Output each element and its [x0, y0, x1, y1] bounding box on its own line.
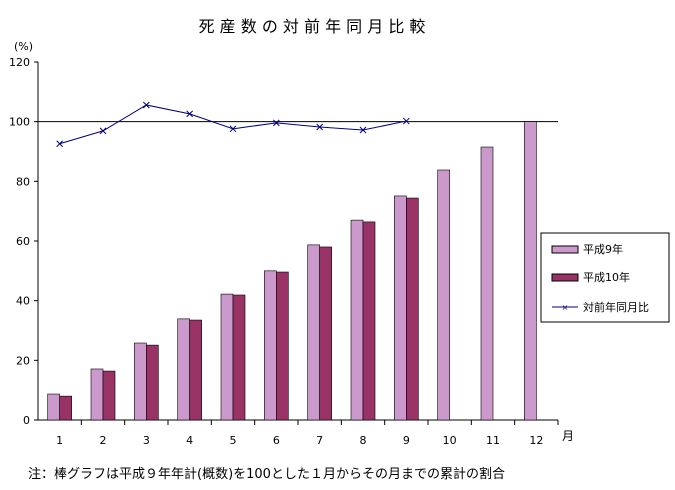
bar-h9 [220, 293, 234, 421]
bar-h9 [134, 342, 147, 421]
y-axis-label: (%) [14, 40, 33, 53]
x-tick-label: 9 [403, 434, 410, 447]
line-marker [56, 140, 64, 148]
bar-h10 [276, 271, 289, 421]
y-tick-label: 80 [16, 175, 30, 188]
bar-h10 [406, 197, 419, 421]
x-tick-label: 4 [186, 434, 193, 447]
x-tick-label: 7 [316, 434, 323, 447]
line-marker [272, 119, 280, 127]
legend-label-h9: 平成9年 [583, 242, 623, 256]
line-marker [229, 125, 237, 133]
bar-h9 [90, 368, 104, 421]
x-tick-label: 8 [360, 434, 367, 447]
bar-h10 [189, 319, 202, 421]
line-marker [99, 127, 107, 135]
x-tick-label: 2 [100, 434, 107, 447]
bar-h9 [264, 270, 277, 421]
x-tick-label: 1 [56, 434, 63, 447]
bar-h10 [232, 294, 246, 421]
bar-h9 [480, 146, 494, 421]
x-tick-label: 12 [529, 434, 543, 447]
x-tick-label: 11 [486, 434, 500, 447]
y-tick-label: 40 [16, 295, 30, 308]
bar-h9 [177, 318, 190, 421]
x-tick-label: 6 [273, 434, 280, 447]
bar-h10 [146, 344, 159, 421]
bar-h9 [350, 219, 364, 421]
footnote: 注：棒グラフは平成９年年計(概数)を100とした１月からその月までの累計の割合 [28, 466, 505, 482]
line-marker [316, 123, 324, 131]
bar-h10 [102, 370, 116, 421]
line-marker [402, 117, 410, 125]
y-tick-label: 20 [16, 354, 30, 367]
bar-h9 [307, 244, 320, 421]
y-tick-label: 100 [9, 116, 30, 129]
x-tick-label: 5 [230, 434, 237, 447]
line-marker [359, 126, 367, 134]
series-line [59, 104, 407, 145]
bar-h9 [524, 121, 537, 421]
legend-marker-x: × [562, 303, 569, 312]
legend-swatch-h10 [551, 273, 579, 282]
chart-title: 死 産 数 の 対 前 年 同 月 比 較 [199, 17, 426, 36]
bar-h10 [319, 246, 332, 421]
bar-h9 [394, 195, 407, 421]
legend-label-line: 対前年同月比 [583, 300, 649, 314]
x-tick-label: 10 [443, 434, 457, 447]
y-tick-label: 60 [16, 235, 30, 248]
x-axis-label: 月 [562, 429, 574, 443]
line-marker [142, 101, 150, 109]
y-tick-label: 120 [9, 56, 30, 69]
legend-label-h10: 平成10年 [583, 270, 630, 284]
y-tick-label: 0 [23, 414, 30, 427]
bar-h10 [59, 395, 72, 421]
line-marker [186, 110, 194, 118]
bar-h9 [437, 169, 450, 421]
bar-h9 [47, 393, 60, 421]
bar-h10 [362, 221, 376, 421]
x-tick-label: 3 [143, 434, 150, 447]
legend: 平成9年 平成10年 × 対前年同月比 [540, 232, 670, 323]
legend-swatch-h9 [551, 245, 579, 254]
